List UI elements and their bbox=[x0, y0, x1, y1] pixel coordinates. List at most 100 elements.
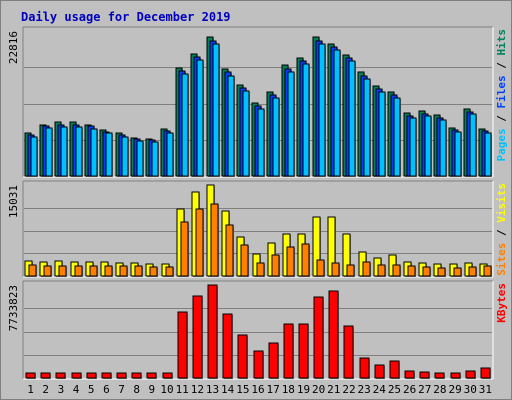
bar-sites-day-12 bbox=[195, 208, 204, 277]
bar-pages-day-15 bbox=[242, 90, 250, 177]
bar-sites-day-9-body bbox=[149, 266, 158, 277]
bar-sites-day-29 bbox=[453, 267, 462, 277]
bar-kbytes-day-9 bbox=[146, 372, 157, 379]
y-axis-max-label: 7733823 bbox=[7, 285, 20, 331]
bar-sites-day-22 bbox=[346, 264, 355, 277]
bar-kbytes-day-16-body bbox=[253, 350, 264, 379]
bar-kbytes-day-15 bbox=[237, 334, 248, 379]
bar-sites-day-20-body bbox=[316, 259, 325, 277]
bar-sites-day-16-body bbox=[256, 262, 265, 277]
bar-pages-day-28 bbox=[439, 119, 447, 177]
bar-pages-day-16-body bbox=[257, 108, 265, 177]
bar-sites-day-31 bbox=[483, 265, 492, 277]
bar-pages-day-18 bbox=[287, 71, 295, 177]
bar-pages-day-30-body bbox=[469, 113, 477, 177]
bar-pages-day-20 bbox=[318, 43, 326, 177]
bar-pages-day-26 bbox=[409, 117, 417, 177]
bar-sites-day-29-body bbox=[453, 267, 462, 277]
panel-legend: Sites / Visits bbox=[495, 183, 508, 276]
x-tick-label-day-20: 20 bbox=[312, 383, 325, 396]
x-tick-label-day-8: 8 bbox=[133, 383, 140, 396]
panel-2: 15031 Sites / Visits bbox=[7, 180, 508, 278]
bar-sites-day-15-body bbox=[240, 244, 249, 277]
bar-sites-day-21-body bbox=[331, 262, 340, 277]
bar-kbytes-day-5-body bbox=[86, 372, 97, 379]
bar-sites-day-23-body bbox=[362, 261, 371, 277]
bar-pages-day-11 bbox=[181, 73, 189, 177]
x-tick-label-day-16: 16 bbox=[251, 383, 264, 396]
bar-pages-day-13-body bbox=[212, 43, 220, 177]
bar-pages-day-24-body bbox=[378, 91, 386, 177]
bar-kbytes-day-24 bbox=[374, 364, 385, 379]
bar-pages-day-2-body bbox=[45, 127, 53, 177]
bar-pages-day-12 bbox=[196, 59, 204, 177]
x-tick-label-day-11: 11 bbox=[176, 383, 189, 396]
bar-sites-day-24 bbox=[377, 264, 386, 277]
bar-pages-day-7 bbox=[121, 136, 129, 177]
bar-kbytes-day-21 bbox=[328, 290, 339, 379]
bar-pages-day-31-body bbox=[484, 132, 492, 177]
bar-pages-day-6-body bbox=[105, 132, 113, 177]
bar-kbytes-day-11-body bbox=[177, 311, 188, 379]
bar-kbytes-day-26-body bbox=[404, 370, 415, 379]
bar-kbytes-day-31 bbox=[480, 367, 491, 379]
bar-pages-day-19 bbox=[302, 63, 310, 177]
panel-3: 7733823 KBytes bbox=[7, 280, 508, 380]
bar-kbytes-day-30-body bbox=[465, 370, 476, 379]
bar-sites-day-7 bbox=[119, 265, 128, 277]
bar-sites-day-30 bbox=[468, 266, 477, 277]
bar-pages-day-1-body bbox=[30, 136, 38, 177]
bar-kbytes-day-29 bbox=[450, 372, 461, 379]
bar-kbytes-day-20 bbox=[313, 296, 324, 379]
bar-sites-day-25 bbox=[392, 264, 401, 277]
bar-pages-day-5-body bbox=[90, 128, 98, 177]
bar-pages-day-4 bbox=[75, 126, 83, 177]
bar-kbytes-day-9-body bbox=[146, 372, 157, 379]
bar-kbytes-day-11 bbox=[177, 311, 188, 379]
bar-kbytes-day-28 bbox=[434, 372, 445, 379]
bar-kbytes-day-13-body bbox=[207, 284, 218, 379]
bar-pages-day-5 bbox=[90, 128, 98, 177]
bar-sites-day-31-body bbox=[483, 265, 492, 277]
bar-pages-day-21 bbox=[333, 49, 341, 177]
bar-pages-day-10-body bbox=[166, 132, 174, 177]
bar-pages-day-4-body bbox=[75, 126, 83, 177]
bar-sites-day-28 bbox=[437, 267, 446, 277]
bar-kbytes-day-21-body bbox=[328, 290, 339, 379]
x-tick-label-day-17: 17 bbox=[267, 383, 280, 396]
bar-sites-day-19 bbox=[301, 243, 310, 277]
x-tick-label-day-4: 4 bbox=[73, 383, 80, 396]
bar-kbytes-day-6 bbox=[101, 372, 112, 379]
bar-sites-day-25-body bbox=[392, 264, 401, 277]
bar-pages-day-15-body bbox=[242, 90, 250, 177]
bar-pages-day-21-body bbox=[333, 49, 341, 177]
bar-sites-day-27 bbox=[422, 266, 431, 277]
bar-sites-day-3 bbox=[58, 265, 67, 277]
bar-kbytes-day-22-body bbox=[343, 325, 354, 379]
x-tick-label-day-23: 23 bbox=[358, 383, 371, 396]
x-tick-label-day-10: 10 bbox=[160, 383, 173, 396]
bar-pages-day-10 bbox=[166, 132, 174, 177]
bar-kbytes-day-15-body bbox=[237, 334, 248, 379]
x-tick-label-day-3: 3 bbox=[58, 383, 65, 396]
bar-kbytes-day-24-body bbox=[374, 364, 385, 379]
x-tick-label-day-9: 9 bbox=[149, 383, 156, 396]
bar-sites-day-11-body bbox=[180, 221, 189, 277]
bar-sites-day-3-body bbox=[58, 265, 67, 277]
bar-kbytes-day-25 bbox=[389, 360, 400, 379]
bar-pages-day-1 bbox=[30, 136, 38, 177]
x-tick-label-day-31: 31 bbox=[479, 383, 492, 396]
bar-kbytes-day-10-body bbox=[162, 372, 173, 379]
bar-kbytes-day-26 bbox=[404, 370, 415, 379]
bar-kbytes-day-3-body bbox=[55, 372, 66, 379]
bar-sites-day-11 bbox=[180, 221, 189, 277]
x-tick-label-day-1: 1 bbox=[27, 383, 34, 396]
bar-sites-day-18 bbox=[286, 246, 295, 277]
bar-kbytes-day-23-body bbox=[359, 357, 370, 379]
x-tick-label-day-2: 2 bbox=[42, 383, 49, 396]
bar-sites-day-26-body bbox=[407, 265, 416, 277]
x-tick-label-day-13: 13 bbox=[206, 383, 219, 396]
bar-sites-day-10-body bbox=[165, 266, 174, 277]
